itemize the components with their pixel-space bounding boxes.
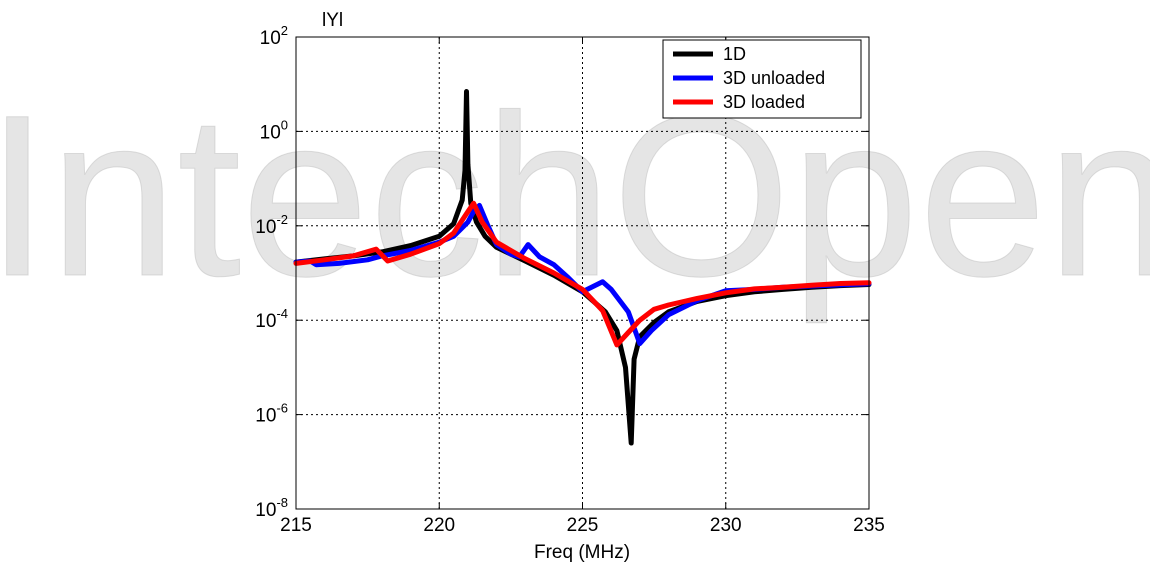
y-axis-ticks: 102 100 10-2 10-4 10-6 10-8 — [255, 23, 869, 521]
x-tick-label: 235 — [853, 515, 885, 536]
series-line-3d-loaded — [293, 200, 872, 348]
x-axis-label: Freq (MHz) — [534, 542, 630, 563]
legend-label: 1D — [723, 44, 746, 64]
y-tick-label: 10-2 — [255, 212, 288, 238]
legend: 1D 3D unloaded 3D loaded — [662, 39, 862, 119]
legend-label: 3D loaded — [723, 92, 805, 112]
x-tick-label: 225 — [567, 515, 599, 536]
y-axis-label: lYl — [322, 10, 343, 31]
x-tick-label: 215 — [280, 515, 312, 536]
series-layer — [293, 89, 872, 446]
x-tick-label: 230 — [710, 515, 742, 536]
y-tick-label: 10-8 — [255, 495, 288, 521]
x-tick-label: 220 — [423, 515, 455, 536]
y-tick-label: 10-4 — [255, 306, 288, 332]
y-tick-label: 10-6 — [255, 401, 288, 427]
y-tick-label: 102 — [260, 23, 288, 49]
grid-lines — [296, 37, 869, 509]
watermark-text: IntechOpen — [0, 67, 1150, 324]
y-tick-label: 100 — [260, 117, 288, 143]
x-axis-ticks: 215 220 225 230 235 — [280, 37, 885, 536]
legend-label: 3D unloaded — [723, 68, 825, 88]
